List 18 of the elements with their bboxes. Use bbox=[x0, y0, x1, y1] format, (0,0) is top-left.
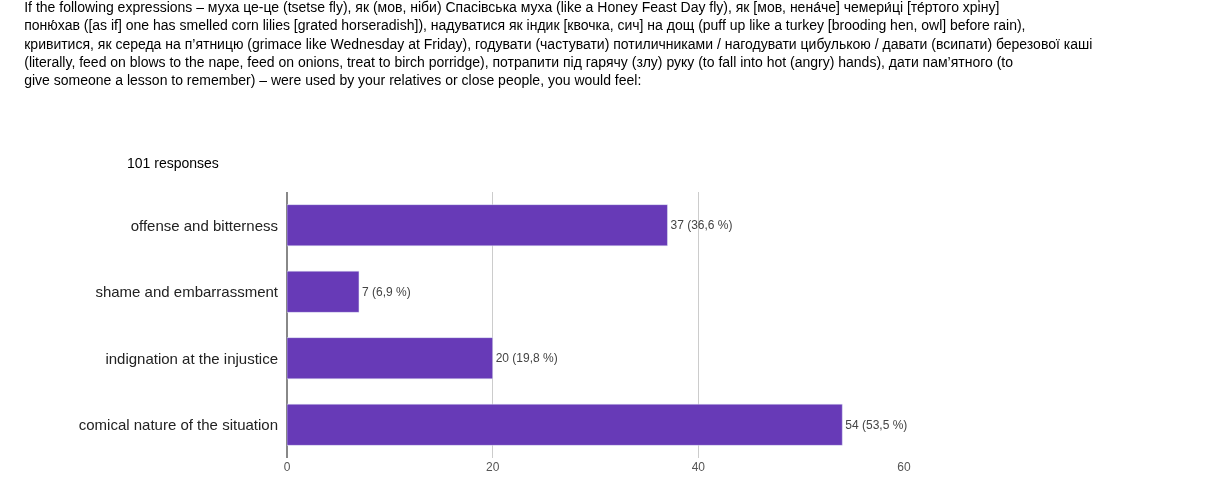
y-tick-label: comical nature of the situation bbox=[78, 416, 278, 433]
data-label: 20 (19,8 %) bbox=[495, 351, 558, 366]
bar bbox=[287, 337, 493, 380]
bar bbox=[287, 270, 360, 313]
data-label: 54 (53,5 %) bbox=[845, 417, 908, 432]
bar bbox=[287, 204, 668, 247]
bar bbox=[287, 403, 843, 446]
x-tick-label: 60 bbox=[897, 460, 911, 474]
y-tick-label: indignation at the injustice bbox=[105, 349, 278, 367]
y-tick-label: shame and embarrassment bbox=[95, 283, 279, 300]
y-tick-label: offense and bitterness bbox=[130, 216, 278, 234]
data-label: 7 (6,9 %) bbox=[361, 284, 411, 299]
x-tick-label: 0 bbox=[283, 460, 291, 474]
chart-title: If the following expressions – муха це-це (tsetse fly), як (мов, ніби) Спасівська муха (like a Honey Feast Day fly), як [мов, нена́че] чемери́ці [те́ртого хрі́ну] поню́хав ([as if] one has smelled corn lilies [grated horseradish]), надуватися як індик [квочка, сич] на дощ (puff up like a turkey [brooding hen, owl] before rain), кривитися, як середа на п’ятницю (grimace like Wednesday at Friday), годувати (частувати) потиличниками / нагодувати цибулькою / давати (всипати) березової каші (literally, feed on blows to the nape, feed on onions, treat to birch porridge), потрапити під гарячу (злу) руку (to fall into hot (angry) hands), дати пам’ятного (to give someone a lesson to remember) – were used by your relatives or close people, you would feel: bbox=[24, 0, 1093, 89]
data-label: 37 (36,6 %) bbox=[670, 218, 733, 233]
x-tick-label: 20 bbox=[485, 460, 500, 474]
text: 101 responses bbox=[127, 155, 219, 171]
x-tick-label: 40 bbox=[691, 460, 706, 474]
